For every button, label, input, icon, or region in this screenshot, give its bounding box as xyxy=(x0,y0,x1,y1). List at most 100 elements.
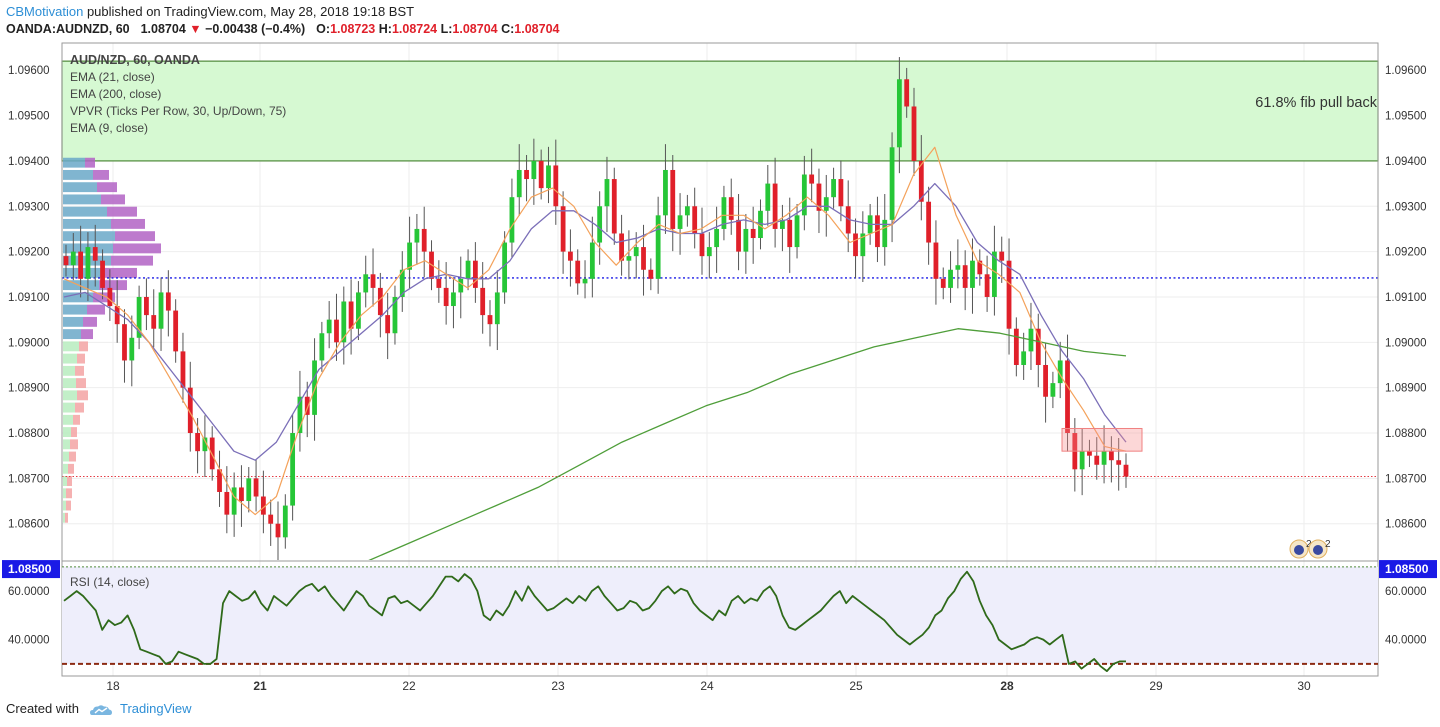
legend-ema9: EMA (9, close) xyxy=(70,121,148,135)
candle-body xyxy=(787,219,793,248)
candle-body xyxy=(904,79,910,107)
candle-body xyxy=(260,496,266,515)
rsi-tick-label-left: 40.0000 xyxy=(8,635,50,647)
time-tick-label: 22 xyxy=(402,679,416,693)
vpvr-up-bar xyxy=(63,463,68,474)
candle-body xyxy=(568,251,573,261)
candle-body xyxy=(399,269,405,297)
published-text: published on TradingView.com, May 28, 20… xyxy=(86,4,415,19)
candle-body xyxy=(312,360,317,415)
price-tick-label-right: 1.09300 xyxy=(1385,201,1427,213)
vpvr-down-bar xyxy=(93,292,115,303)
candle-body xyxy=(626,256,632,261)
vpvr-down-bar xyxy=(75,365,84,376)
candle-body xyxy=(224,491,230,515)
price-tick-label-right: 1.09200 xyxy=(1385,247,1427,259)
candle-body xyxy=(684,206,690,216)
candle-body xyxy=(831,179,836,198)
price-tick-label-right: 1.08800 xyxy=(1385,428,1427,440)
price-level-label-left: 1.08500 xyxy=(8,562,52,576)
rsi-line xyxy=(63,570,1126,672)
candle-body xyxy=(1057,360,1063,384)
vpvr-up-bar xyxy=(63,194,101,205)
candle-body xyxy=(173,310,179,352)
chart-canvas[interactable]: 1.09600 1.09600 1.09500 1.09500 1.09400 1.094… xyxy=(0,0,1440,700)
candle-body xyxy=(999,251,1005,261)
vpvr-up-bar xyxy=(63,353,77,364)
vpvr-up-bar xyxy=(63,427,71,438)
candle-body xyxy=(472,260,478,288)
candle-body xyxy=(641,247,646,270)
price-tick-label-left: 1.09500 xyxy=(8,111,50,123)
candle-body xyxy=(896,79,902,148)
symbol-label: OANDA:AUDNZD, 60 xyxy=(6,22,130,36)
down-triangle-icon: ▼ xyxy=(189,22,202,36)
candle-body xyxy=(246,478,252,502)
vpvr-down-bar xyxy=(107,206,137,217)
candle-body xyxy=(1065,360,1070,434)
tradingview-logo-icon xyxy=(89,704,112,715)
candle-body xyxy=(1087,451,1092,456)
candle-body xyxy=(451,292,456,307)
vpvr-up-bar xyxy=(63,182,97,193)
vpvr-down-bar xyxy=(81,329,93,340)
time-tick-label: 21 xyxy=(253,679,267,693)
candle-body xyxy=(619,233,624,261)
candle-body xyxy=(699,233,705,257)
candle-body xyxy=(918,160,924,202)
vpvr-down-bar xyxy=(93,169,109,180)
candle-body xyxy=(217,469,222,492)
candle-body xyxy=(728,197,734,220)
candle-body xyxy=(165,292,171,311)
time-tick-label: 24 xyxy=(700,679,714,693)
price-tick-label-left: 1.08700 xyxy=(8,473,50,485)
candle-body xyxy=(414,228,420,243)
tradingview-link[interactable]: TradingView xyxy=(120,701,192,716)
symbol-quote-line: OANDA:AUDNZD, 60 1.08704 ▼ −0.00438 (−0.… xyxy=(6,22,559,36)
price-tick-label-right: 1.08700 xyxy=(1385,473,1427,485)
candle-body xyxy=(1094,455,1100,465)
footer: Created with TradingView xyxy=(6,701,192,717)
vpvr-up-bar xyxy=(63,500,66,511)
event-count: 2 xyxy=(1325,539,1331,550)
candle-body xyxy=(356,292,361,329)
time-tick-label: 18 xyxy=(106,679,120,693)
candle-body xyxy=(575,260,581,284)
open-value: 1.08723 xyxy=(330,22,376,36)
candle-body xyxy=(823,197,829,211)
candle-body xyxy=(370,274,376,288)
event-flag-icon xyxy=(1313,545,1323,555)
price-tick-label-right: 1.09000 xyxy=(1385,337,1427,349)
open-label: O: xyxy=(316,22,331,36)
candle-body xyxy=(765,183,771,211)
candle-body xyxy=(480,287,486,316)
candle-body xyxy=(984,274,990,297)
vpvr-down-bar xyxy=(69,451,76,462)
author-link[interactable]: CBMotivation xyxy=(6,4,84,19)
candle-body xyxy=(538,160,544,189)
candle-body xyxy=(239,487,244,502)
candle-body xyxy=(151,315,157,329)
vpvr-down-bar xyxy=(66,488,72,499)
candle-body xyxy=(801,174,807,216)
event-markers[interactable]: 2 2 xyxy=(1289,539,1331,559)
axes: 1.09600 1.09600 1.09500 1.09500 1.09400 1.094… xyxy=(2,65,1437,693)
price-tick-label-right: 1.09100 xyxy=(1385,292,1427,304)
price-tick-label-left: 1.08800 xyxy=(8,428,50,440)
candle-body xyxy=(633,247,639,257)
resistance-box xyxy=(1061,427,1143,452)
candle-body xyxy=(677,215,683,229)
vpvr-up-bar xyxy=(63,341,79,352)
candle-body xyxy=(385,315,391,334)
candle-body xyxy=(253,478,259,497)
moving-averages xyxy=(63,146,1127,560)
time-tick-label: 25 xyxy=(849,679,863,693)
price-tick-label-right: 1.09600 xyxy=(1385,65,1427,77)
candle-body xyxy=(70,251,76,266)
vpvr-down-bar xyxy=(115,231,155,242)
vpvr-up-bar xyxy=(63,231,115,242)
vpvr-up-bar xyxy=(63,402,75,413)
candle-body xyxy=(502,242,508,293)
vpvr-down-bar xyxy=(66,500,71,511)
candle-body xyxy=(509,197,515,243)
